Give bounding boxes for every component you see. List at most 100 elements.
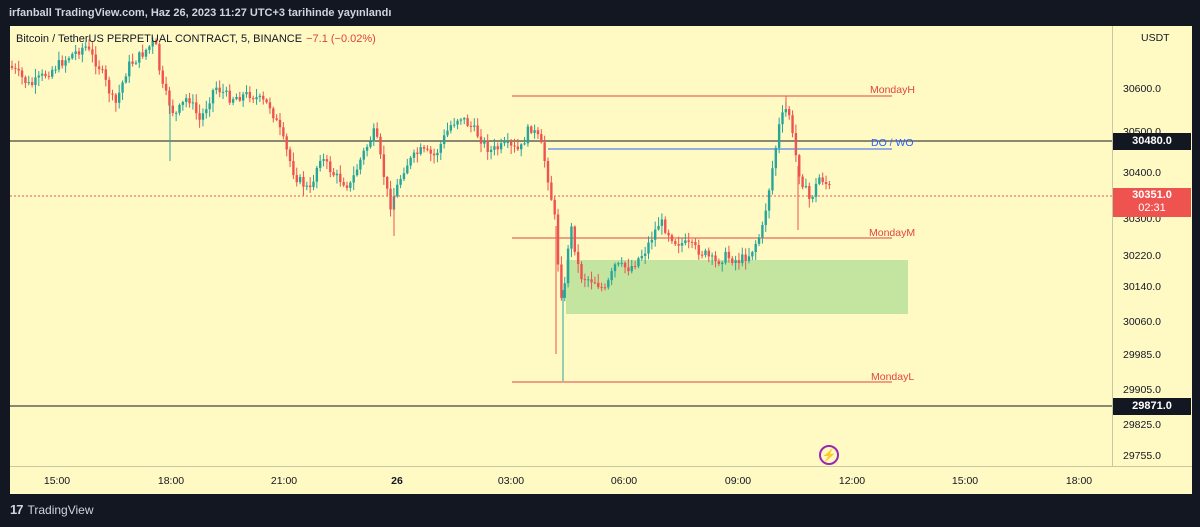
- candle-body: [590, 279, 593, 283]
- price-axis[interactable]: USDT 30600.0 30500.0 30400.0 30300.0 302…: [1112, 26, 1193, 466]
- candle-body: [764, 210, 767, 226]
- candle-body: [241, 94, 245, 101]
- candle-body: [215, 87, 218, 91]
- candle-body: [20, 70, 24, 78]
- candle-body: [741, 254, 744, 264]
- candle-body: [248, 92, 252, 99]
- candle-body: [359, 159, 362, 170]
- candle-body: [818, 177, 821, 184]
- candle-body: [278, 119, 282, 128]
- candle-body: [40, 73, 44, 76]
- candle-body: [573, 226, 576, 252]
- candle-body: [456, 120, 459, 125]
- candle-body: [550, 182, 553, 200]
- candle-body: [607, 280, 610, 288]
- flash-icon[interactable]: ⚡: [819, 445, 839, 465]
- candle-body: [570, 226, 573, 249]
- candle-body: [168, 90, 171, 106]
- chart-pane[interactable]: Bitcoin / TetherUS PERPETUAL CONTRACT, 5…: [10, 26, 1112, 466]
- candle-body: [34, 77, 37, 86]
- candle-body: [406, 165, 409, 174]
- candle-body: [375, 128, 379, 137]
- candle-body: [627, 267, 630, 272]
- candle-body: [587, 279, 590, 281]
- candle-body: [198, 113, 201, 120]
- candle-body: [94, 54, 97, 67]
- candle-body: [104, 69, 107, 80]
- candle-body: [576, 251, 580, 264]
- candle-body: [761, 225, 764, 238]
- time-tick: 26: [391, 475, 403, 487]
- candle-body: [553, 199, 556, 215]
- candle-body: [87, 46, 91, 50]
- price-badge-29871: 29871.0: [1113, 398, 1191, 415]
- label-monday-mid: MondayM: [869, 227, 916, 239]
- time-tick: 15:00: [43, 475, 71, 487]
- candle-body: [67, 58, 71, 61]
- candle-body: [335, 173, 339, 176]
- candle-body: [473, 125, 476, 127]
- candle-body: [292, 161, 295, 176]
- candle-body: [459, 119, 463, 121]
- candle-body: [252, 98, 255, 100]
- candle-body: [312, 181, 315, 188]
- candle-body: [469, 125, 473, 127]
- candle-body: [436, 152, 439, 156]
- candle-body: [171, 105, 174, 114]
- candle-body: [633, 266, 637, 268]
- candle-body: [205, 109, 208, 114]
- candle-body: [185, 98, 188, 102]
- candle-body: [794, 133, 798, 156]
- price-tick: 30400.0: [1123, 167, 1161, 179]
- chart-legend[interactable]: Bitcoin / TetherUS PERPETUAL CONTRACT, 5…: [16, 33, 376, 45]
- candle-body: [707, 250, 710, 257]
- candle-body: [201, 113, 205, 120]
- current-price-value: 30351.0: [1132, 189, 1172, 201]
- candle-body: [617, 263, 620, 265]
- candle-body: [77, 51, 81, 55]
- candle-body: [710, 255, 714, 257]
- candle-body: [218, 87, 221, 93]
- candle-body: [664, 219, 667, 233]
- candle-body: [479, 136, 483, 144]
- candle-body: [754, 243, 757, 253]
- candle-body: [342, 182, 345, 186]
- price-tick: 29905.0: [1123, 384, 1161, 396]
- candle-body: [282, 127, 285, 137]
- price-tick: 30060.0: [1123, 316, 1161, 328]
- candle-body: [349, 182, 352, 188]
- candle-body: [657, 225, 660, 230]
- candle-body: [788, 109, 791, 116]
- candle-body: [308, 185, 312, 188]
- candle-body: [426, 148, 429, 150]
- candlestick-series[interactable]: [10, 37, 831, 381]
- candle-body: [118, 92, 121, 103]
- chart-canvas[interactable]: [10, 26, 1112, 466]
- symbol-title[interactable]: Bitcoin / TetherUS PERPETUAL CONTRACT, 5…: [16, 33, 303, 45]
- candle-body: [583, 279, 587, 281]
- tradingview-logo[interactable]: 17 TradingView: [10, 502, 94, 517]
- candle-body: [700, 254, 704, 256]
- candle-body: [365, 146, 369, 151]
- time-tick: 06:00: [610, 475, 638, 487]
- candle-body: [399, 179, 402, 185]
- time-tick: 03:00: [497, 475, 525, 487]
- candle-body: [372, 128, 375, 142]
- candle-body: [536, 130, 540, 135]
- candle-body: [453, 124, 456, 126]
- candle-body: [322, 159, 325, 161]
- candle-body: [449, 125, 453, 131]
- candle-body: [650, 239, 654, 243]
- time-axis[interactable]: 15:00 18:00 21:00 26 03:00 06:00 09:00 1…: [10, 466, 1192, 495]
- candle-body: [734, 260, 737, 263]
- price-badge-30480: 30480.0: [1113, 133, 1191, 150]
- candle-body: [27, 82, 30, 84]
- candle-body: [345, 185, 349, 188]
- candle-body: [17, 68, 20, 71]
- candle-body: [767, 190, 771, 211]
- candle-body: [419, 147, 422, 154]
- candle-body: [61, 60, 64, 66]
- demand-zone[interactable]: [566, 260, 908, 314]
- candle-body: [811, 196, 814, 199]
- candle-body: [262, 95, 265, 100]
